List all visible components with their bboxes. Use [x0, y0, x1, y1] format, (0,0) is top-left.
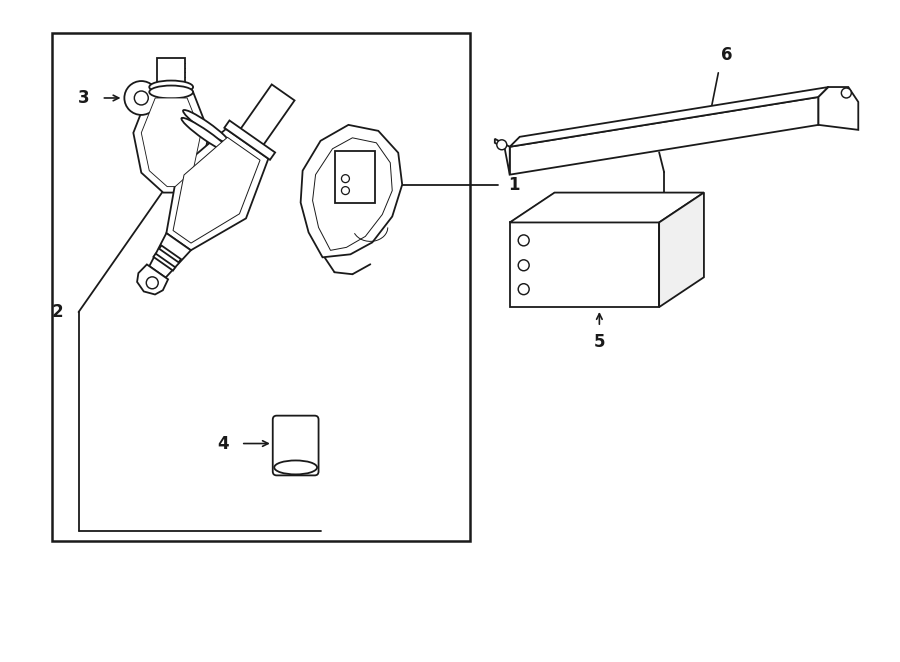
Ellipse shape: [182, 118, 230, 153]
Text: 6: 6: [721, 46, 733, 64]
Polygon shape: [166, 129, 268, 250]
Circle shape: [842, 88, 851, 98]
Text: 1: 1: [508, 175, 519, 193]
Ellipse shape: [149, 85, 194, 99]
Polygon shape: [509, 97, 818, 175]
Circle shape: [518, 260, 529, 271]
Text: 3: 3: [78, 89, 89, 107]
Circle shape: [341, 175, 349, 183]
Circle shape: [497, 140, 507, 150]
Circle shape: [518, 235, 529, 246]
Polygon shape: [509, 87, 828, 147]
Text: 4: 4: [217, 434, 229, 453]
FancyBboxPatch shape: [336, 151, 375, 203]
Polygon shape: [153, 254, 176, 271]
Polygon shape: [173, 137, 260, 243]
Circle shape: [147, 277, 158, 289]
Polygon shape: [659, 193, 704, 307]
Polygon shape: [159, 246, 181, 262]
Polygon shape: [149, 233, 191, 277]
Polygon shape: [312, 138, 392, 250]
Polygon shape: [301, 125, 402, 258]
FancyBboxPatch shape: [273, 416, 319, 475]
Bar: [51, 33, 470, 541]
Ellipse shape: [183, 110, 229, 143]
Circle shape: [518, 284, 529, 295]
Circle shape: [124, 81, 158, 115]
Polygon shape: [509, 222, 659, 307]
Text: 2: 2: [52, 303, 64, 321]
Ellipse shape: [274, 461, 317, 475]
Polygon shape: [137, 264, 168, 295]
Polygon shape: [158, 58, 185, 86]
Circle shape: [134, 91, 148, 105]
Ellipse shape: [149, 81, 194, 93]
Polygon shape: [509, 193, 704, 222]
Polygon shape: [133, 92, 209, 193]
Polygon shape: [141, 98, 201, 187]
Polygon shape: [224, 120, 275, 160]
Polygon shape: [240, 85, 294, 145]
Text: 5: 5: [594, 333, 605, 351]
Polygon shape: [818, 87, 859, 130]
Circle shape: [341, 187, 349, 195]
Polygon shape: [495, 139, 509, 175]
